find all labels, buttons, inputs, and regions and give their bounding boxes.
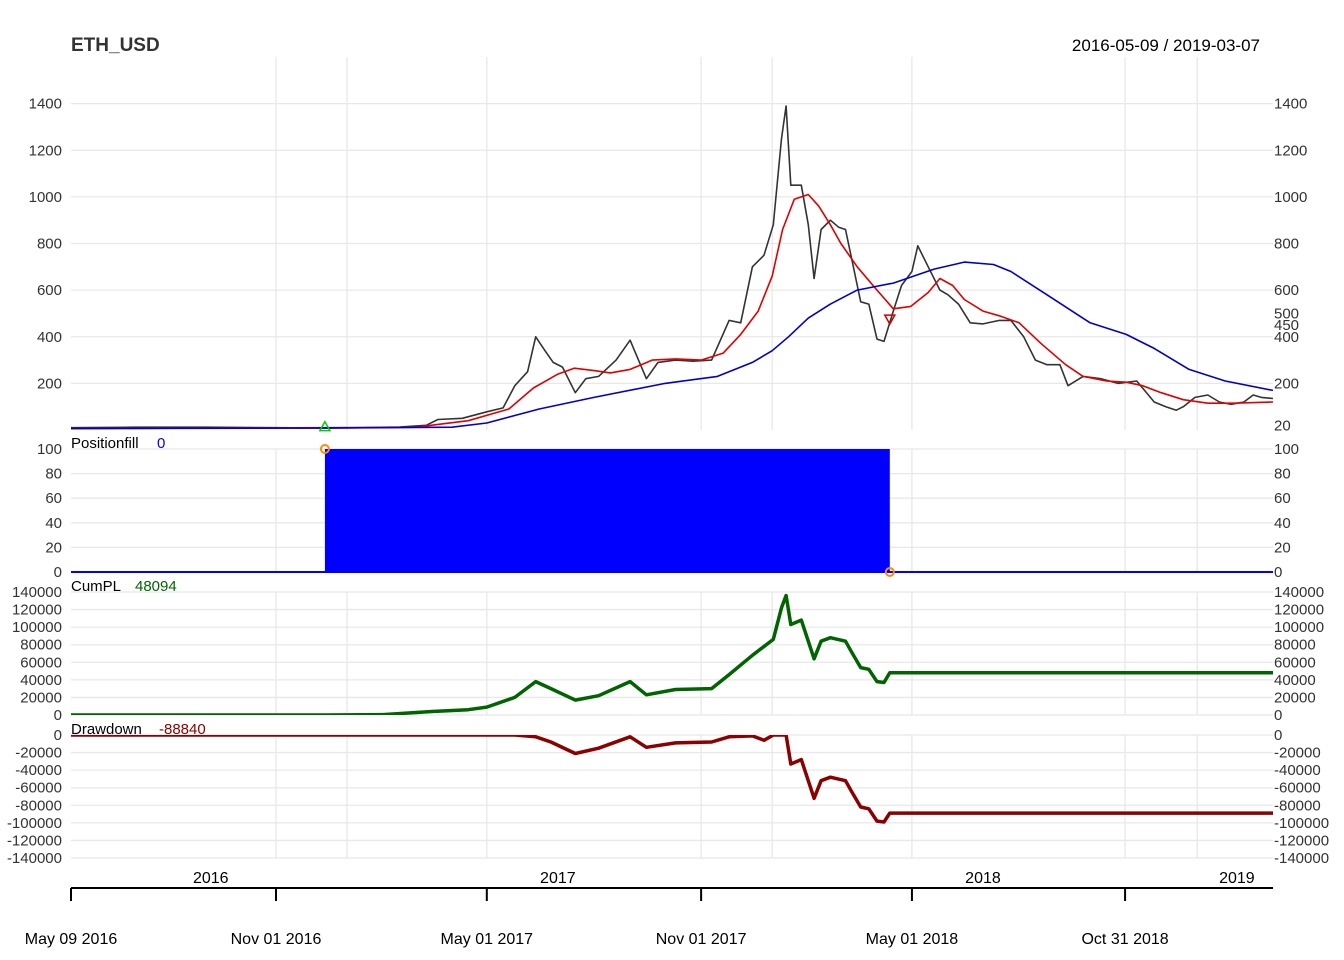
year-label: 2017: [540, 870, 576, 887]
y-tick-label-right: 1400: [1274, 96, 1307, 113]
sma-fast-line: [71, 193, 1273, 430]
y-tick-label-right: -80000: [1274, 797, 1321, 814]
positionfill-label: Positionfill: [71, 435, 139, 452]
y-tick-label-right: 0: [1274, 707, 1282, 724]
y-tick-label-right: 0: [1274, 727, 1282, 744]
date-tick-label: Nov 01 2016: [231, 931, 322, 948]
y-tick-label-left: 40000: [20, 672, 62, 689]
y-tick-label-right: -20000: [1274, 745, 1321, 762]
sma-slow-line: [71, 261, 1273, 430]
y-tick-label-left: 20: [45, 539, 62, 556]
date-tick-label: May 01 2017: [441, 931, 534, 948]
date-tick-label: Nov 01 2017: [656, 931, 747, 948]
y-tick-label-left: 40: [45, 515, 62, 532]
y-tick-label-right: -140000: [1274, 850, 1329, 867]
y-tick-label-right: 800: [1274, 236, 1299, 253]
date-tick-label: May 09 2016: [25, 931, 118, 948]
y-tick-label-left: 1000: [29, 189, 62, 206]
y-tick-label-left: 100000: [12, 619, 62, 636]
positionfill-value: 0: [157, 435, 165, 452]
y-tick-label-left: 400: [37, 329, 62, 346]
price-series-line: [71, 105, 1273, 429]
y-tick-label-left: -120000: [7, 832, 62, 849]
y-tick-label-right: 400: [1274, 329, 1299, 346]
y-tick-label-right: 140000: [1274, 584, 1324, 601]
y-tick-label-left: -20000: [15, 745, 62, 762]
time-axis: 2016 2017 2018 2019 May 09 2016 Nov 01 2016 Ma…: [25, 870, 1273, 948]
last-value-label: 450: [1274, 317, 1299, 334]
y-tick-label-left: 20000: [20, 689, 62, 706]
y-tick-label-right: 1200: [1274, 142, 1307, 159]
y-tick-label-right: 100: [1274, 441, 1299, 458]
year-label: 2016: [193, 870, 229, 887]
position-change-point: [884, 567, 895, 577]
y-tick-label-right: 200: [1274, 375, 1299, 392]
position-fill-area: [324, 449, 890, 572]
y-tick-label-right: 600: [1274, 282, 1299, 299]
y-tick-label-left: -60000: [15, 780, 62, 797]
cumpl-value: 48094: [135, 578, 177, 595]
y-tick-label-right: 1000: [1274, 189, 1307, 206]
buy-marker: [318, 420, 332, 432]
cumpl-label: CumPL: [71, 578, 121, 595]
date-tick-label: May 01 2018: [866, 931, 959, 948]
positionfill-panel: 0 0 20 20 40 40 60 60 80 80 100 100: [37, 441, 1299, 581]
y-tick-label-right: 80: [1274, 466, 1291, 483]
y-tick-label-right: 120000: [1274, 602, 1324, 619]
y-tick-label-left: 100: [37, 441, 62, 458]
year-label: 2019: [1219, 870, 1255, 887]
y-tick-label-left: 200: [37, 375, 62, 392]
y-tick-label-left: -40000: [15, 762, 62, 779]
y-tick-label-right: 20: [1274, 539, 1291, 556]
y-tick-label-right: -60000: [1274, 780, 1321, 797]
y-tick-label-right: -120000: [1274, 832, 1329, 849]
y-tick-label-left: 60000: [20, 654, 62, 671]
date-tick-label: Oct 31 2018: [1081, 931, 1168, 948]
drawdown-value: -88840: [159, 721, 206, 738]
y-tick-label-left: 60: [45, 490, 62, 507]
y-tick-label-left: -80000: [15, 797, 62, 814]
y-tick-label-left: 120000: [12, 602, 62, 619]
last-value-label: 20: [1274, 417, 1291, 434]
price-panel: 200 200 400 400 600 600 800 800 1000 1000 1200 1200…: [29, 96, 1308, 435]
y-tick-label-right: 60: [1274, 490, 1291, 507]
date-range: 2016-05-09 / 2019-03-07: [1072, 36, 1260, 55]
y-tick-label-left: -140000: [7, 850, 62, 867]
y-tick-label-left: 80000: [20, 637, 62, 654]
y-tick-label-left: 0: [54, 707, 62, 724]
y-tick-label-right: 100000: [1274, 619, 1324, 636]
y-tick-label-right: 40000: [1274, 672, 1316, 689]
chart-title: ETH_USD: [71, 35, 160, 56]
sell-marker: [883, 314, 897, 326]
year-label: 2018: [965, 870, 1001, 887]
y-tick-label-right: -100000: [1274, 815, 1329, 832]
y-tick-label-right: 0: [1274, 564, 1282, 581]
y-tick-label-right: 60000: [1274, 654, 1316, 671]
grid: [71, 57, 1273, 859]
y-tick-label-left: 0: [54, 564, 62, 581]
drawdown-panel: 0 0-20000 -20000-40000 -40000-60000 -60000-8…: [7, 727, 1329, 867]
y-tick-label-left: -100000: [7, 815, 62, 832]
y-tick-label-left: 800: [37, 236, 62, 253]
y-tick-label-right: 40: [1274, 515, 1291, 532]
y-tick-label-left: 1200: [29, 142, 62, 159]
cumpl-line: [71, 593, 1273, 715]
y-tick-label-left: 600: [37, 282, 62, 299]
drawdown-label: Drawdown: [71, 721, 142, 738]
y-tick-label-right: 80000: [1274, 637, 1316, 654]
y-tick-label-right: -40000: [1274, 762, 1321, 779]
y-tick-label-right: 20000: [1274, 689, 1316, 706]
drawdown-line: [71, 735, 1273, 824]
y-tick-label-left: 0: [54, 727, 62, 744]
y-tick-label-left: 140000: [12, 584, 62, 601]
y-tick-label-left: 1400: [29, 96, 62, 113]
position-change-point: [319, 444, 330, 454]
last-value-label: 500: [1274, 305, 1299, 322]
y-tick-label-left: 80: [45, 466, 62, 483]
